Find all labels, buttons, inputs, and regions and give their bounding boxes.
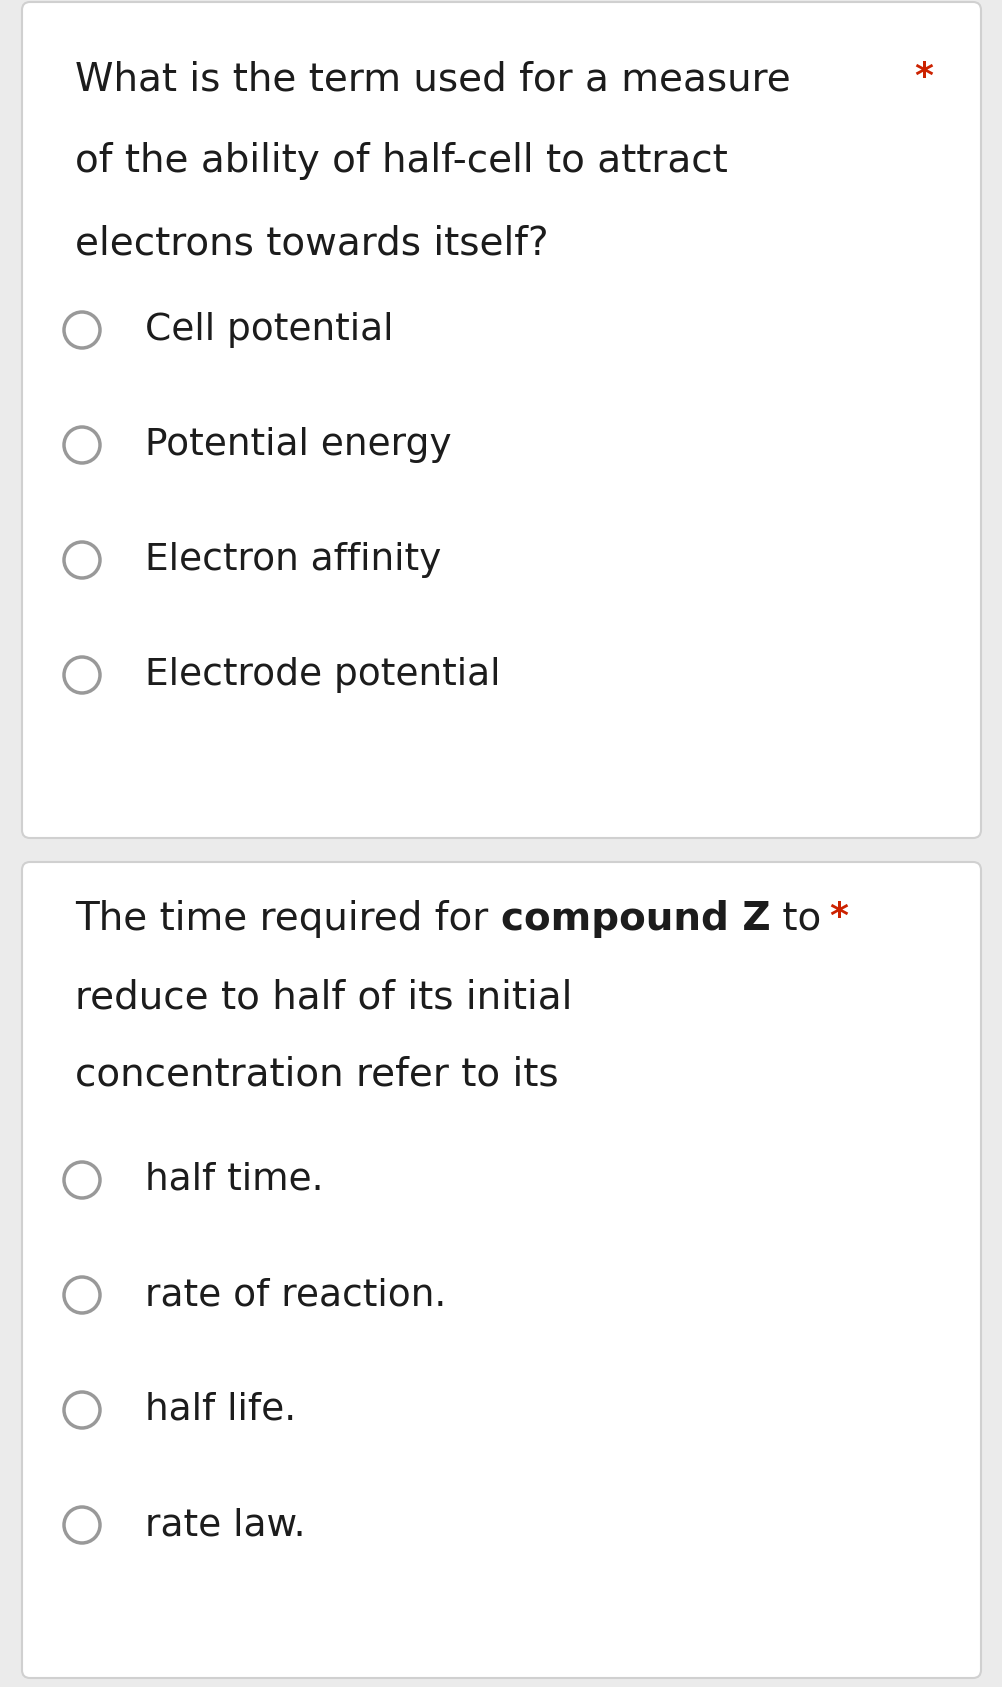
Text: reduce to half of its initial: reduce to half of its initial — [75, 978, 572, 1016]
Text: rate law.: rate law. — [145, 1506, 306, 1544]
Text: concentration refer to its: concentration refer to its — [75, 1056, 558, 1093]
Text: electrons towards itself?: electrons towards itself? — [75, 224, 548, 261]
Text: half time.: half time. — [145, 1162, 324, 1198]
Text: *: * — [913, 61, 932, 94]
Text: What is the term used for a measure: What is the term used for a measure — [75, 61, 790, 98]
Text: Cell potential: Cell potential — [145, 312, 393, 348]
Text: *: * — [829, 899, 848, 935]
Text: compound Z: compound Z — [500, 899, 770, 938]
Text: to: to — [770, 899, 821, 938]
Text: half life.: half life. — [145, 1392, 296, 1427]
FancyBboxPatch shape — [22, 2, 980, 838]
FancyBboxPatch shape — [22, 862, 980, 1679]
Text: Electron affinity: Electron affinity — [145, 542, 441, 579]
Text: Electrode potential: Electrode potential — [145, 656, 500, 693]
Text: of the ability of half-cell to attract: of the ability of half-cell to attract — [75, 142, 727, 181]
Text: Potential energy: Potential energy — [145, 427, 451, 462]
Text: The time required for: The time required for — [75, 899, 500, 938]
Text: rate of reaction.: rate of reaction. — [145, 1277, 446, 1312]
